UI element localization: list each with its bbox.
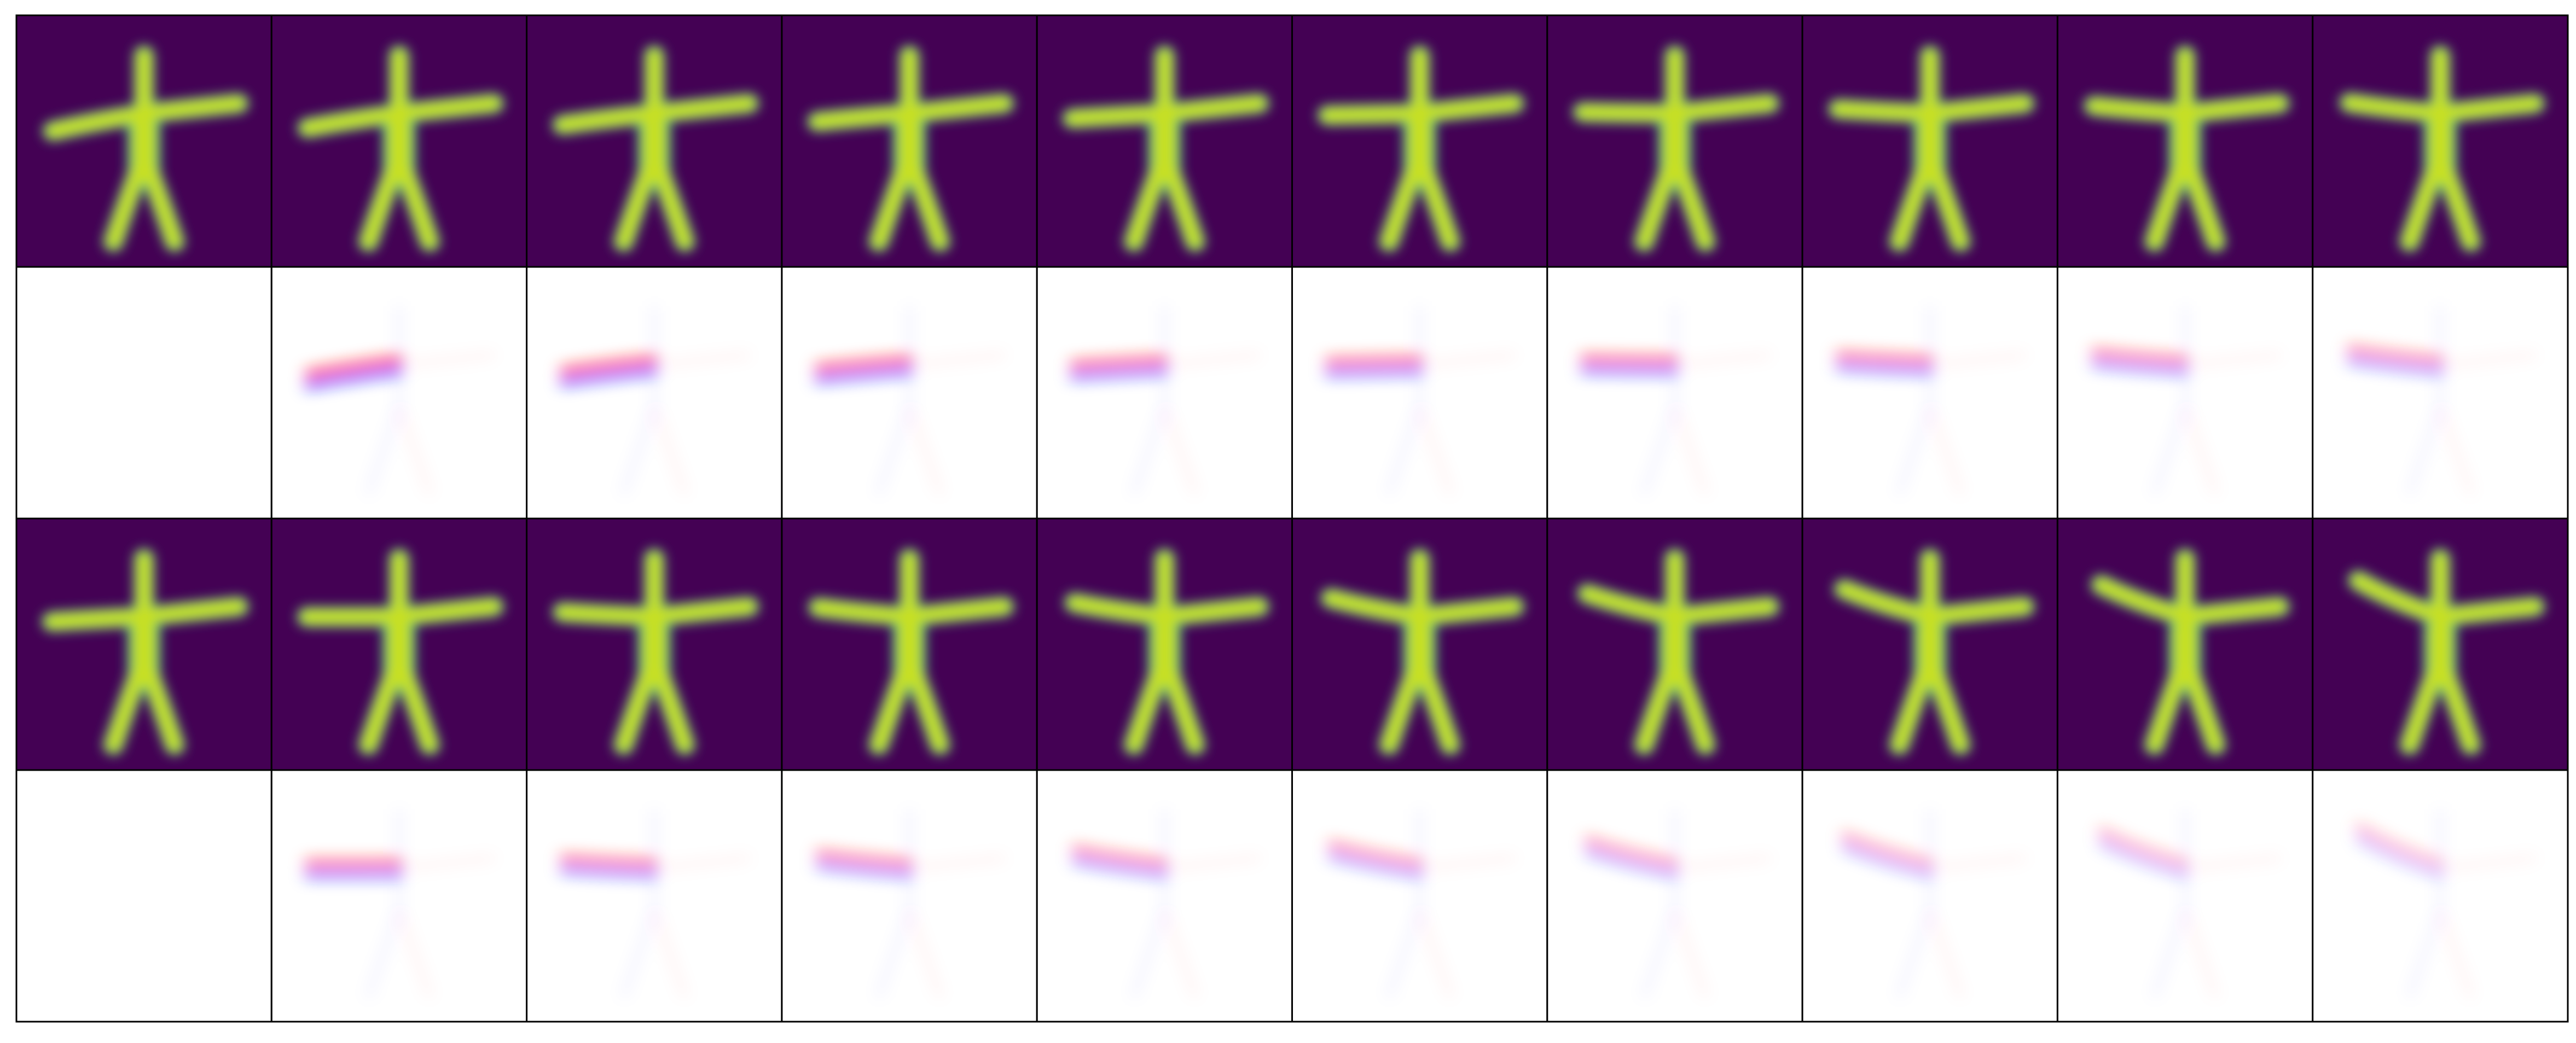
difference-panel xyxy=(1036,769,1293,1023)
panel-border xyxy=(2312,769,2569,1023)
difference-map xyxy=(1324,305,1516,495)
difference-panel xyxy=(1546,266,1803,520)
difference-panel xyxy=(2056,769,2314,1023)
frame-panel xyxy=(270,14,528,268)
difference-panel xyxy=(526,266,783,520)
stick-figure-silhouette xyxy=(807,45,1015,253)
difference-map xyxy=(559,808,751,998)
difference-map xyxy=(814,305,1006,495)
difference-map xyxy=(304,808,495,998)
frame-panel xyxy=(270,517,528,771)
difference-panel xyxy=(2312,769,2569,1023)
difference-map xyxy=(1835,305,2026,495)
frame-panel xyxy=(1036,517,1293,771)
stick-figure-silhouette xyxy=(552,45,760,253)
difference-panel xyxy=(1546,769,1803,1023)
frame-panel xyxy=(1291,517,1548,771)
frame-panel xyxy=(1546,14,1803,268)
frame-panel xyxy=(526,14,783,268)
stick-figure-silhouette xyxy=(1064,548,1270,756)
difference-panel xyxy=(15,769,272,1023)
stick-figure-silhouette xyxy=(2339,45,2546,253)
frame-panel xyxy=(526,517,783,771)
stick-figure-silhouette xyxy=(1827,45,2035,253)
difference-map xyxy=(1327,808,1516,998)
frame-panel xyxy=(15,14,272,268)
difference-panel xyxy=(526,769,783,1023)
stick-figure-silhouette xyxy=(2090,548,2290,756)
frame-panel xyxy=(1546,517,1803,771)
stick-figure-silhouette xyxy=(1576,548,1780,756)
stick-figure-silhouette xyxy=(41,548,250,756)
stick-figure-silhouette xyxy=(1320,548,1525,756)
stick-figure-silhouette xyxy=(296,548,504,756)
frame-panel xyxy=(1291,14,1548,268)
panels-layer xyxy=(15,14,2569,1023)
difference-map xyxy=(2355,808,2537,998)
difference-panel xyxy=(781,266,1038,520)
difference-panel xyxy=(1801,769,2058,1023)
difference-panel xyxy=(1291,769,1548,1023)
difference-panel xyxy=(1036,266,1293,520)
difference-map xyxy=(815,808,1006,998)
difference-panel xyxy=(270,266,528,520)
frame-panel xyxy=(2056,14,2314,268)
stick-figure-silhouette xyxy=(1572,45,1780,253)
difference-panel xyxy=(270,769,528,1023)
diff-background xyxy=(16,770,272,1022)
frame-panel xyxy=(15,517,272,771)
stick-figure-silhouette xyxy=(297,45,504,253)
difference-panel xyxy=(2312,266,2569,520)
difference-panel xyxy=(15,266,272,520)
frame-panel xyxy=(1036,14,1293,268)
difference-map xyxy=(1580,305,1771,495)
difference-map xyxy=(2346,305,2537,495)
difference-map xyxy=(2098,808,2281,998)
difference-map xyxy=(1071,808,1261,998)
stick-figure-silhouette xyxy=(1833,548,2035,756)
frame-panel xyxy=(781,14,1038,268)
frame-panel xyxy=(2056,517,2314,771)
diff-background xyxy=(16,267,272,518)
frame-panel xyxy=(2312,14,2569,268)
stick-figure-silhouette xyxy=(42,45,250,253)
stick-figure-silhouette xyxy=(552,548,760,756)
difference-map xyxy=(2091,305,2281,495)
frame-panel xyxy=(781,517,1038,771)
frame-panel xyxy=(1801,14,2058,268)
difference-panel xyxy=(2056,266,2314,520)
stick-figure-silhouette xyxy=(2083,45,2290,253)
difference-map xyxy=(559,305,751,495)
frame-panel xyxy=(1801,517,2058,771)
stick-figure-silhouette xyxy=(808,548,1015,756)
frame-panel xyxy=(2312,517,2569,771)
difference-map xyxy=(1841,808,2026,998)
difference-map xyxy=(1069,305,1261,495)
difference-panel xyxy=(1801,266,2058,520)
difference-map xyxy=(304,305,495,495)
difference-panel xyxy=(1291,266,1548,520)
stick-figure-silhouette xyxy=(2347,548,2546,756)
difference-map xyxy=(1584,808,1771,998)
difference-panel xyxy=(781,769,1038,1023)
stick-figure-silhouette xyxy=(1061,45,1270,253)
stick-figure-silhouette xyxy=(1317,45,1525,253)
